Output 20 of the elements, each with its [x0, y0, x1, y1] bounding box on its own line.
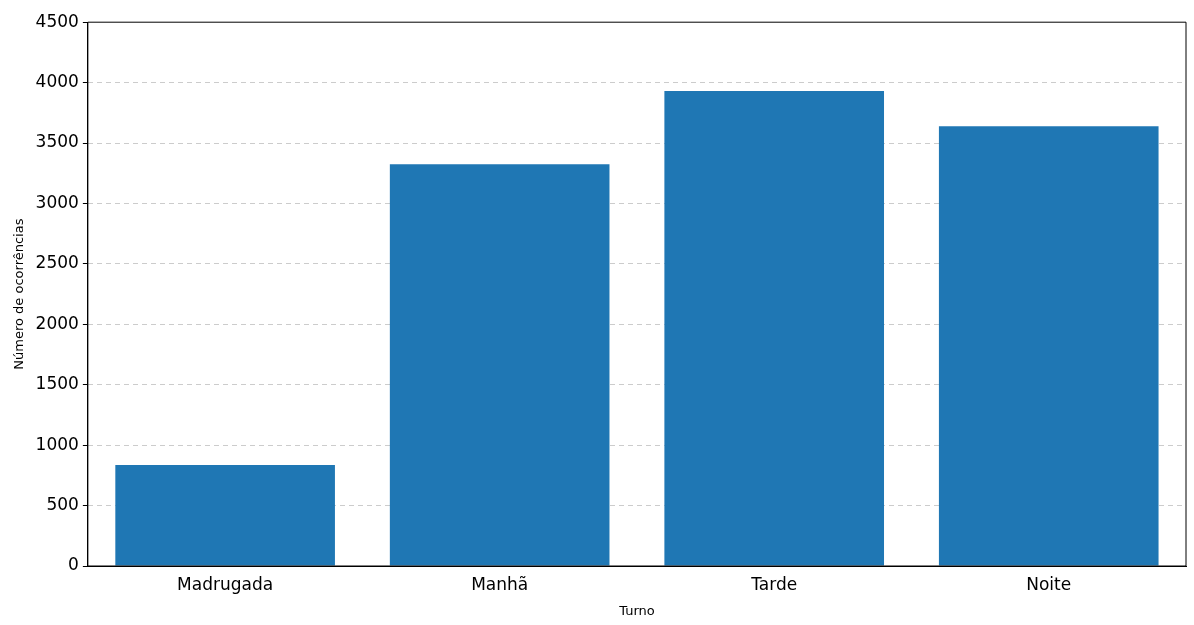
bar: [389, 164, 610, 566]
y-tick-label: 1500: [35, 373, 79, 394]
x-axis-title: Turno: [618, 602, 655, 618]
y-tick-label: 4000: [35, 71, 79, 92]
y-tick-label: 4500: [35, 10, 79, 31]
y-axis-title: Número de ocorrências: [11, 218, 27, 370]
bar: [664, 91, 885, 566]
y-tick-label: 0: [68, 554, 79, 575]
y-tick-label: 500: [46, 494, 79, 514]
y-tick-label: 3000: [35, 191, 79, 212]
bar: [938, 126, 1159, 566]
x-tick-label: Tarde: [750, 573, 798, 594]
x-tick-label: Madrugada: [177, 573, 274, 594]
y-tick-label: 1000: [35, 433, 79, 454]
y-tick-label: 2000: [35, 312, 79, 333]
bar: [115, 465, 335, 566]
x-tick-label: Manhã: [471, 573, 529, 594]
x-tick-label: Noite: [1026, 573, 1072, 594]
y-tick-label: 3500: [35, 131, 79, 152]
y-tick-label: 2500: [35, 252, 79, 273]
